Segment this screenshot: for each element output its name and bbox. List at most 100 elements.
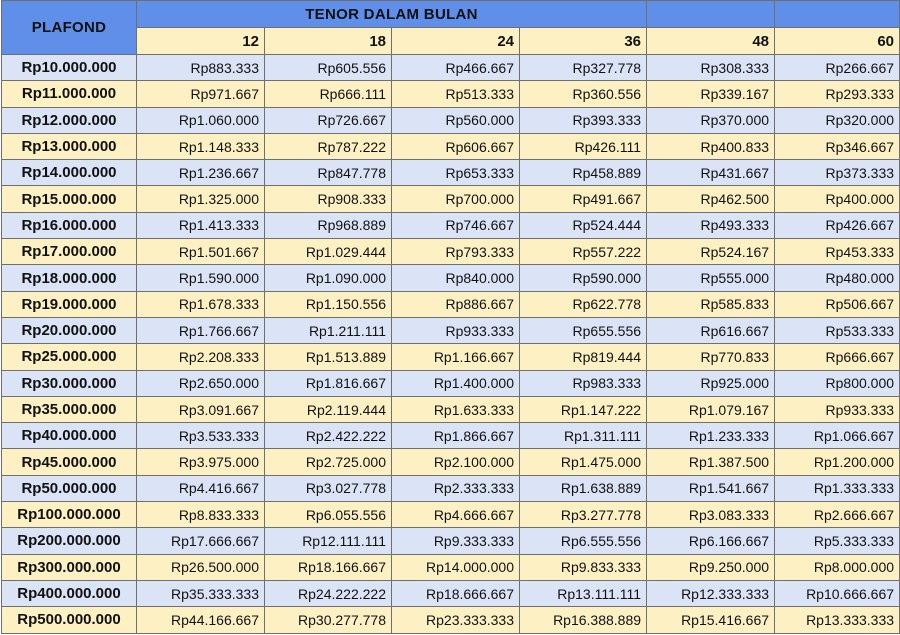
installment-cell: Rp1.079.167 (646, 395, 776, 424)
table-row: Rp14.000.000 Rp1.236.667 Rp847.778 Rp653.33… (1, 159, 900, 187)
installment-cell: Rp346.667 (774, 132, 900, 161)
table-row: Rp18.000.000 Rp1.590.000 Rp1.090.000 Rp840.… (1, 264, 900, 292)
installment-cell: Rp44.166.667 (136, 606, 265, 634)
plafond-cell: Rp200.000.000 (1, 527, 137, 555)
installment-cell: Rp308.333 (646, 53, 776, 82)
installment-cell: Rp1.166.667 (391, 343, 520, 371)
installment-cell: Rp1.501.667 (136, 238, 265, 266)
installment-cell: Rp1.311.111 (518, 422, 648, 450)
installment-cell: Rp320.000 (774, 106, 900, 134)
installment-cell: Rp1.233.333 (646, 422, 776, 450)
installment-cell: Rp666.111 (264, 80, 392, 108)
table-header: PLAFOND TENOR DALAM BULAN 12 18 24 36 48… (1, 0, 900, 55)
installment-cell: Rp8.833.333 (136, 501, 265, 529)
installment-cell: Rp933.333 (774, 395, 900, 424)
installment-cell: Rp458.889 (518, 159, 648, 187)
plafond-cell: Rp30.000.000 (1, 369, 137, 397)
installment-cell: Rp9.333.333 (391, 527, 520, 555)
installment-cell: Rp1.866.667 (391, 422, 520, 450)
plafond-cell: Rp17.000.000 (1, 238, 137, 266)
installment-cell: Rp400.833 (646, 132, 776, 161)
installment-cell: Rp6.166.667 (646, 527, 776, 555)
installment-cell: Rp1.633.333 (391, 395, 520, 424)
installment-cell: Rp9.833.333 (518, 553, 648, 581)
installment-cell: Rp462.500 (646, 185, 776, 213)
installment-cell: Rp18.166.667 (264, 553, 392, 581)
installment-cell: Rp700.000 (391, 185, 520, 213)
installment-cell: Rp4.416.667 (136, 474, 265, 503)
installment-cell: Rp585.833 (646, 290, 776, 318)
installment-cell: Rp2.666.667 (774, 501, 900, 529)
installment-cell: Rp925.000 (646, 369, 776, 397)
installment-cell: Rp653.333 (391, 159, 520, 187)
installment-cell: Rp1.678.333 (136, 290, 265, 318)
installment-cell: Rp616.667 (646, 316, 776, 345)
plafond-cell: Rp100.000.000 (1, 501, 137, 529)
installment-cell: Rp10.666.667 (774, 579, 900, 608)
table-row: Rp25.000.000 Rp2.208.333 Rp1.513.889 Rp1.16… (1, 343, 900, 371)
installment-cell: Rp590.000 (518, 264, 648, 292)
installment-cell: Rp1.387.500 (646, 448, 776, 476)
installment-cell: Rp266.667 (774, 53, 900, 82)
table-body: Rp10.000.000 Rp883.333 Rp605.556 Rp466.667 R… (1, 53, 900, 634)
installment-cell: Rp6.055.556 (264, 501, 392, 529)
installment-cell: Rp2.725.000 (264, 448, 392, 476)
table-row: Rp19.000.000 Rp1.678.333 Rp1.150.556 Rp886.… (1, 290, 900, 318)
installment-cell: Rp35.333.333 (136, 579, 265, 608)
installment-cell: Rp3.975.000 (136, 448, 265, 476)
installment-cell: Rp622.778 (518, 290, 648, 318)
plafond-cell: Rp11.000.000 (1, 80, 137, 108)
term-header: 18 (264, 27, 392, 55)
installment-cell: Rp3.091.667 (136, 395, 265, 424)
installment-cell: Rp5.333.333 (774, 527, 900, 555)
installment-cell: Rp787.222 (264, 132, 392, 161)
plafond-cell: Rp12.000.000 (1, 106, 137, 134)
installment-cell: Rp26.500.000 (136, 553, 265, 581)
installment-cell: Rp1.541.667 (646, 474, 776, 503)
plafond-cell: Rp18.000.000 (1, 264, 137, 292)
installment-cell: Rp6.555.556 (518, 527, 648, 555)
installment-cell: Rp15.416.667 (646, 606, 776, 634)
plafond-cell: Rp16.000.000 (1, 211, 137, 240)
installment-cell: Rp327.778 (518, 53, 648, 82)
installment-cell: Rp1.147.222 (518, 395, 648, 424)
installment-cell: Rp524.167 (646, 238, 776, 266)
installment-cell: Rp1.333.333 (774, 474, 900, 503)
installment-cell: Rp3.027.778 (264, 474, 392, 503)
installment-cell: Rp12.111.111 (264, 527, 392, 555)
installment-cell: Rp360.556 (518, 80, 648, 108)
installment-cell: Rp2.100.000 (391, 448, 520, 476)
table-row: Rp400.000.000 Rp35.333.333 Rp24.222.222 Rp1… (1, 579, 900, 608)
installment-cell: Rp13.333.333 (774, 606, 900, 634)
plafond-cell: Rp45.000.000 (1, 448, 137, 476)
installment-cell: Rp1.400.000 (391, 369, 520, 397)
installment-cell: Rp983.333 (518, 369, 648, 397)
table-row: Rp40.000.000 Rp3.533.333 Rp2.422.222 Rp1.86… (1, 422, 900, 450)
installment-cell: Rp8.000.000 (774, 553, 900, 581)
installment-cell: Rp293.333 (774, 80, 900, 108)
installment-cell: Rp9.250.000 (646, 553, 776, 581)
installment-cell: Rp1.211.111 (264, 316, 392, 345)
installment-cell: Rp453.333 (774, 238, 900, 266)
table-row: Rp10.000.000 Rp883.333 Rp605.556 Rp466.667 R… (1, 53, 900, 82)
installment-cell: Rp1.200.000 (774, 448, 900, 476)
plafond-column-header: PLAFOND (1, 0, 137, 55)
installment-cell: Rp30.277.778 (264, 606, 392, 634)
plafond-cell: Rp500.000.000 (1, 606, 137, 634)
installment-cell: Rp819.444 (518, 343, 648, 371)
table-row: Rp12.000.000 Rp1.060.000 Rp726.667 Rp560.00… (1, 106, 900, 134)
header-row-terms: 12 18 24 36 48 60 (2, 27, 900, 55)
installment-cell: Rp17.666.667 (136, 527, 265, 555)
installment-cell: Rp793.333 (391, 238, 520, 266)
installment-cell: Rp1.029.444 (264, 238, 392, 266)
table-row: Rp13.000.000 Rp1.148.333 Rp787.222 Rp606.66… (1, 132, 900, 161)
installment-cell: Rp493.333 (646, 211, 776, 240)
plafond-cell: Rp40.000.000 (1, 422, 137, 450)
plafond-cell: Rp35.000.000 (1, 395, 137, 424)
installment-cell: Rp560.000 (391, 106, 520, 134)
installment-cell: Rp339.167 (646, 80, 776, 108)
installment-cell: Rp1.766.667 (136, 316, 265, 345)
term-header: 48 (646, 27, 776, 55)
installment-cell: Rp3.083.333 (646, 501, 776, 529)
blank-header-cell (774, 0, 900, 28)
